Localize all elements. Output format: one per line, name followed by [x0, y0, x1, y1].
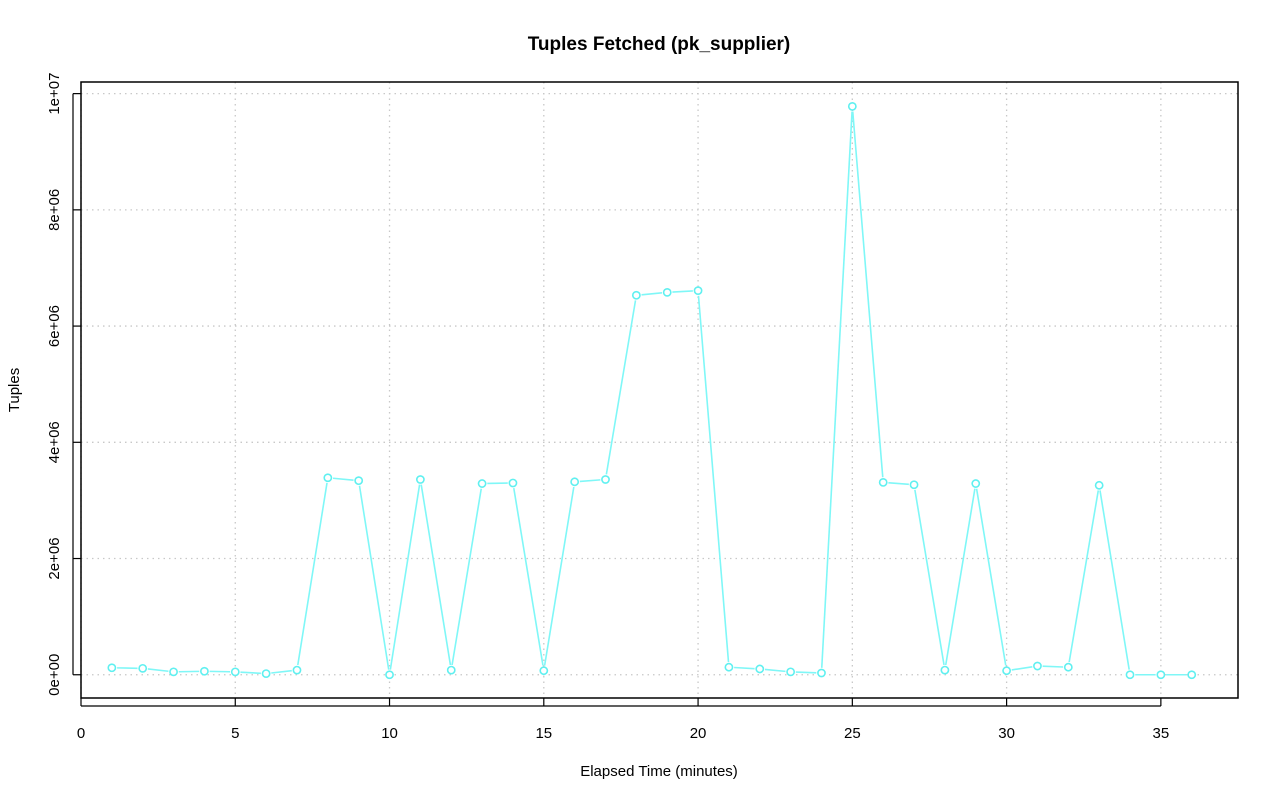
x-axis: 0 5 10 15 20 25 30 35: [77, 698, 1169, 742]
series-segment: [795, 671, 817, 674]
series-segment: [1042, 665, 1064, 668]
data-point: [662, 287, 672, 297]
grid-lines: [80, 82, 1238, 698]
data-point: [200, 666, 209, 676]
series-segment: [271, 669, 292, 674]
data-point: [354, 476, 364, 486]
series-segment: [147, 668, 169, 673]
series-segment: [1068, 490, 1100, 663]
series-segment: [358, 485, 390, 670]
data-point: [138, 663, 148, 673]
x-tick-label: 0: [77, 725, 85, 742]
series-segment: [420, 484, 452, 666]
series-segment: [888, 481, 909, 486]
y-tick-label: 0e+00: [46, 654, 63, 696]
series-segment: [672, 290, 693, 293]
data-point: [817, 668, 826, 678]
data-point: [292, 665, 302, 675]
series-segment: [820, 111, 853, 668]
series-segment: [764, 668, 786, 673]
data-point: [570, 477, 580, 487]
y-tick-label: 4e+06: [46, 421, 63, 463]
series-segment: [914, 489, 945, 666]
x-tick-label: 25: [844, 725, 861, 742]
data-point: [601, 475, 610, 484]
data-point: [261, 669, 271, 678]
series-segment: [297, 482, 328, 666]
x-tick-label: 10: [381, 725, 398, 742]
y-tick-label: 8e+06: [46, 189, 63, 231]
series-segment: [389, 484, 421, 670]
data-point: [1187, 670, 1197, 680]
data-point: [415, 475, 425, 484]
series-segment: [332, 477, 354, 481]
data-point: [169, 667, 178, 677]
data-point: [631, 290, 641, 300]
data-point: [385, 670, 394, 680]
series-segment: [240, 671, 261, 675]
data-point: [878, 477, 888, 487]
series-segment: [641, 292, 663, 296]
y-tick-label: 1e+07: [46, 73, 63, 115]
series-segment: [543, 486, 575, 666]
data-point: [971, 479, 981, 488]
series-segment: [851, 111, 884, 478]
data-point: [940, 665, 950, 675]
data-point: [323, 473, 333, 483]
data-point: [477, 479, 487, 488]
series-segment: [605, 300, 637, 475]
series-segment: [944, 488, 976, 666]
series-segment: [513, 487, 544, 666]
x-tick-label: 35: [1153, 725, 1170, 742]
data-series: [107, 102, 1197, 680]
y-tick-label: 6e+06: [46, 305, 63, 347]
data-point: [446, 665, 456, 675]
plot-frame: [80, 81, 1239, 699]
data-point: [693, 286, 703, 296]
series-segment: [697, 295, 730, 663]
data-point: [539, 666, 549, 676]
data-point: [1002, 666, 1011, 676]
series-segment: [451, 488, 483, 666]
data-point: [1125, 670, 1135, 680]
data-point: [724, 662, 734, 672]
series-segment: [579, 479, 601, 483]
data-point: [1094, 480, 1104, 490]
x-tick-label: 5: [231, 725, 239, 742]
x-tick-label: 15: [535, 725, 552, 742]
x-axis-label: Elapsed Time (minutes): [580, 763, 738, 780]
series-segment: [734, 666, 755, 670]
data-point: [909, 480, 919, 490]
y-axis: 0e+00 2e+06 4e+06 6e+06 8e+06 1e+07: [46, 73, 81, 696]
data-point: [847, 102, 857, 111]
data-point: [755, 664, 765, 674]
data-point: [1033, 661, 1042, 671]
data-point: [1156, 670, 1166, 680]
series-segment: [975, 488, 1007, 666]
data-point: [107, 663, 117, 673]
data-point: [508, 478, 518, 488]
x-tick-label: 30: [998, 725, 1015, 742]
x-tick-label: 20: [690, 725, 707, 742]
y-tick-label: 2e+06: [46, 537, 63, 579]
data-point: [1063, 662, 1073, 672]
series-segment: [1099, 490, 1130, 670]
chart-title: Tuples Fetched (pk_supplier): [528, 34, 791, 55]
y-axis-label: Tuples: [6, 368, 23, 412]
series-segment: [1011, 666, 1033, 671]
data-point: [230, 667, 240, 677]
data-point: [786, 667, 796, 677]
